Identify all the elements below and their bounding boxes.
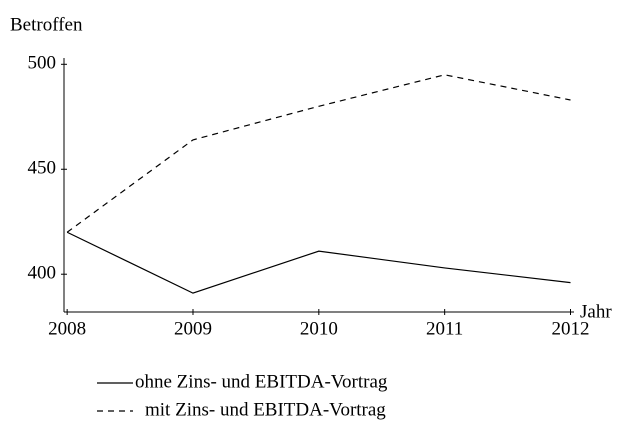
x-tick-label: 2011 [426,318,463,339]
y-tick-label: 400 [28,263,57,284]
x-tick-label: 2008 [48,318,86,339]
line-series [66,231,571,294]
y-tick-label: 500 [28,53,57,74]
legend-label: mit Zins- und EBITDA-Vortrag [145,399,386,420]
legend-label: ohne Zins- und EBITDA-Vortrag [135,371,388,392]
line-series [66,74,571,233]
x-tick-label: 2010 [300,318,338,339]
y-tick-label: 450 [28,158,57,179]
x-axis-label: Jahr [580,301,612,322]
x-tick-label: 2009 [174,318,212,339]
x-tick-label: 2012 [552,318,590,339]
y-axis-label: Betroffen [10,14,83,35]
